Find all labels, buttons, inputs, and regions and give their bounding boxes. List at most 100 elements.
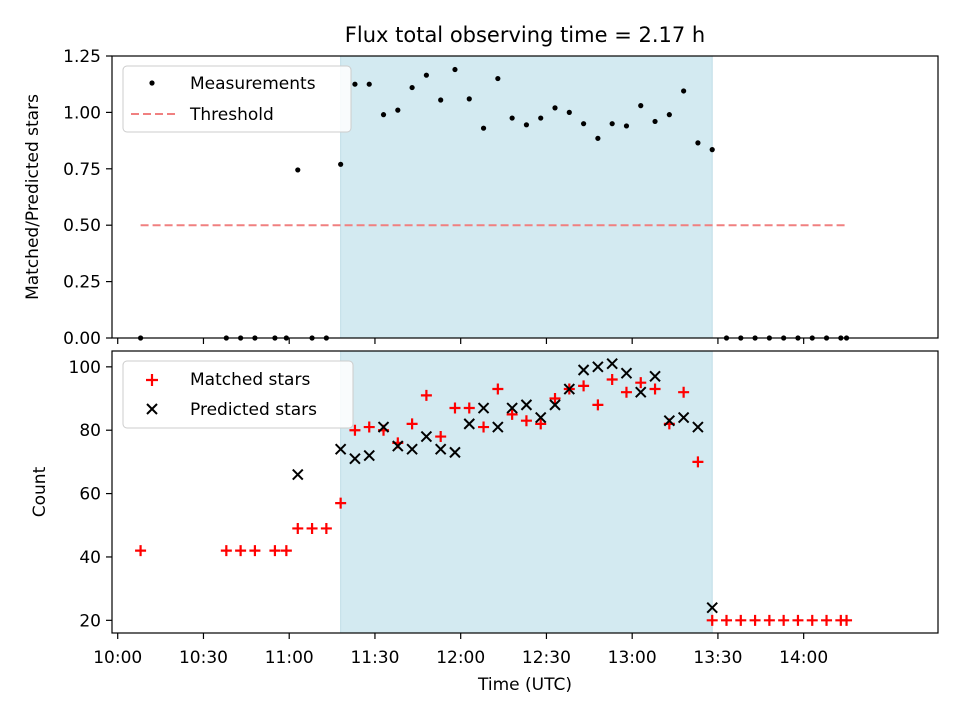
matched-stars-point bbox=[363, 421, 375, 433]
predicted-stars-point bbox=[520, 399, 533, 411]
matched-stars-point bbox=[706, 614, 718, 626]
count-y-axis-label: Count bbox=[30, 466, 50, 517]
count-legend: Matched stars Predicted stars bbox=[122, 360, 354, 429]
predicted-stars-point bbox=[663, 415, 676, 427]
x-tick-label: 10:30 bbox=[179, 648, 228, 668]
y-tick-label: 0.75 bbox=[63, 160, 101, 180]
matched-stars-point bbox=[520, 415, 532, 427]
matched-stars-point bbox=[620, 386, 632, 398]
count-series-layer bbox=[135, 357, 853, 626]
x-tick-label: 10:00 bbox=[93, 648, 142, 668]
matched-stars-point bbox=[841, 614, 853, 626]
count-y-ticks: 20 40 60 80 100 bbox=[69, 358, 112, 631]
matched-stars-point bbox=[280, 545, 292, 557]
ratio-y-axis-label: Matched/Predicted stars bbox=[23, 94, 43, 300]
chart-title: Flux total observing time = 2.17 h bbox=[345, 23, 705, 47]
measurement-point bbox=[452, 66, 458, 73]
predicted-stars-point bbox=[635, 386, 647, 398]
predicted-stars-point bbox=[377, 421, 390, 433]
y-tick-label: 100 bbox=[69, 358, 101, 378]
x-tick-label: 12:00 bbox=[436, 648, 485, 668]
measurement-point bbox=[623, 123, 630, 129]
predicted-stars-point bbox=[449, 446, 461, 459]
predicted-stars-point bbox=[577, 364, 590, 376]
predicted-stars-point bbox=[420, 430, 433, 443]
y-tick-label: 40 bbox=[79, 548, 101, 568]
x-tick-label: 11:30 bbox=[350, 648, 399, 668]
measurement-point bbox=[652, 118, 658, 125]
legend-matched-label: Matched stars bbox=[190, 370, 310, 390]
count-axes-frame bbox=[111, 350, 939, 634]
predicted-stars-point bbox=[506, 402, 518, 414]
measurement-point bbox=[552, 105, 558, 111]
legend-threshold-label: Threshold bbox=[189, 105, 274, 125]
predicted-stars-point bbox=[477, 402, 490, 414]
predicted-stars-point bbox=[535, 411, 547, 424]
matched-stars-point bbox=[549, 393, 561, 405]
matched-stars-point bbox=[449, 402, 461, 414]
y-tick-label: 1.00 bbox=[63, 103, 101, 123]
x-tick-label: 13:30 bbox=[693, 648, 742, 668]
measurement-point bbox=[523, 122, 530, 128]
predicted-stars-point bbox=[349, 453, 361, 465]
count-legend-box bbox=[122, 360, 354, 429]
measurement-point bbox=[423, 72, 429, 78]
y-tick-label: 0.25 bbox=[63, 273, 101, 293]
predicted-stars-point bbox=[592, 361, 604, 373]
legend-predicted-marker bbox=[146, 403, 158, 415]
ratio-legend-box bbox=[122, 65, 352, 133]
measurement-point bbox=[681, 88, 687, 94]
matched-stars-point bbox=[678, 386, 690, 398]
legend-matched-marker bbox=[146, 374, 158, 386]
predicted-stars-point bbox=[434, 443, 447, 455]
matched-stars-point bbox=[306, 522, 318, 534]
matched-stars-point bbox=[606, 374, 618, 386]
predicted-stars-point bbox=[549, 399, 561, 411]
observing-span-shade bbox=[340, 350, 713, 634]
matched-stars-point bbox=[778, 614, 790, 626]
x-axis-label: Time (UTC) bbox=[477, 675, 572, 695]
measurement-point bbox=[695, 140, 701, 146]
measurement-point bbox=[538, 115, 544, 121]
matched-stars-point bbox=[592, 399, 604, 411]
ratio-panel: 0.00 0.25 0.50 0.75 1.00 1.25 Matched/Predict… bbox=[23, 47, 939, 349]
predicted-stars-point bbox=[620, 367, 633, 379]
matched-stars-point bbox=[749, 614, 761, 626]
predicted-stars-point bbox=[363, 449, 375, 462]
measurement-point bbox=[495, 75, 501, 82]
matched-stars-point bbox=[406, 418, 418, 430]
matched-stars-point bbox=[578, 380, 590, 392]
matched-stars-point bbox=[220, 545, 232, 557]
matched-stars-point bbox=[492, 383, 504, 395]
x-tick-label: 13:00 bbox=[608, 648, 657, 668]
measurement-point bbox=[580, 121, 587, 127]
predicted-stars-point bbox=[706, 601, 718, 614]
measurement-point bbox=[409, 84, 415, 91]
measurement-point bbox=[352, 81, 358, 87]
matched-stars-point bbox=[763, 614, 775, 626]
measurement-point bbox=[666, 112, 672, 118]
matched-stars-point bbox=[506, 408, 518, 420]
matched-stars-point bbox=[720, 614, 732, 626]
matched-stars-point bbox=[478, 421, 490, 433]
legend-measurements-label: Measurements bbox=[190, 74, 316, 94]
ratio-axes-frame bbox=[111, 55, 939, 339]
matched-stars-point bbox=[435, 431, 447, 443]
measurement-point bbox=[595, 135, 601, 141]
matched-stars-point bbox=[292, 522, 304, 534]
matched-stars-point bbox=[535, 418, 547, 430]
legend-measurements-marker bbox=[149, 80, 155, 86]
count-observing-span bbox=[340, 350, 713, 634]
measurement-point bbox=[438, 97, 444, 103]
measurement-point bbox=[295, 167, 301, 173]
matched-stars-point bbox=[649, 383, 661, 395]
matched-stars-point bbox=[320, 522, 332, 534]
matched-stars-point bbox=[249, 545, 261, 557]
predicted-stars-point bbox=[392, 440, 404, 452]
observing-span-shade bbox=[340, 55, 713, 339]
matched-stars-point bbox=[349, 424, 361, 436]
matched-stars-point bbox=[821, 614, 833, 626]
matched-stars-point bbox=[635, 377, 647, 389]
measurement-point bbox=[566, 109, 572, 115]
